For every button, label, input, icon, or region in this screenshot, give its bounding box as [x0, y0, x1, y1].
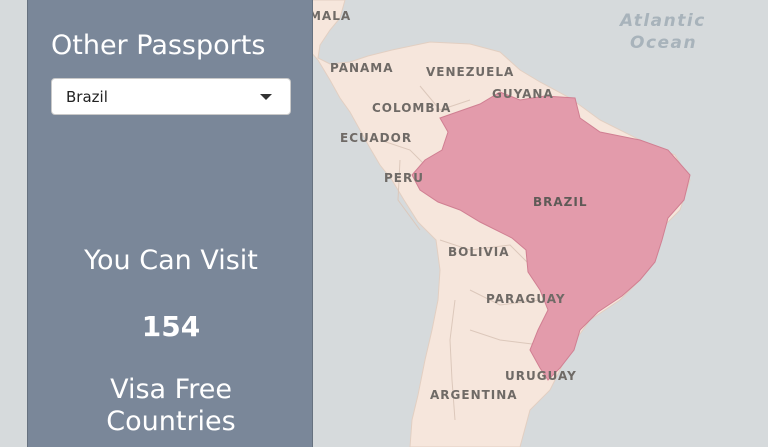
map-label-bolivia: BOLIVIA [448, 245, 510, 259]
visit-footer: Visa Free Countries [28, 374, 314, 438]
visit-count: 154 [141, 310, 201, 343]
visit-heading: You Can Visit [84, 245, 258, 276]
panel-title: Other Passports [51, 30, 266, 61]
map-label-paraguay: PARAGUAY [486, 292, 566, 306]
brazil-highlight[interactable] [411, 91, 691, 381]
map-label-colombia: COLOMBIA [372, 101, 451, 115]
passport-select-value: Brazil [66, 88, 108, 106]
map-label-ocean: Ocean [630, 33, 697, 53]
map-label-brazil: BRAZIL [533, 195, 588, 209]
map-label-peru: PERU [384, 171, 424, 185]
passport-panel: Other Passports Brazil You Can Visit 154… [27, 0, 313, 447]
visit-footer-line1: Visa Free [110, 374, 232, 405]
passport-select[interactable]: Brazil [51, 78, 291, 115]
visit-footer-line2: Countries [106, 406, 236, 437]
map-label-guyana: GUYANA [492, 87, 554, 101]
chevron-down-icon [260, 94, 272, 100]
map-label-atlantic: Atlantic [618, 11, 706, 31]
map-label-uruguay: URUGUAY [505, 369, 577, 383]
map-label-ecuador: ECUADOR [340, 131, 412, 145]
map-label-argentina: ARGENTINA [430, 388, 518, 402]
map-label-panama: PANAMA [330, 61, 394, 75]
map-label-venezuela: VENEZUELA [426, 65, 514, 79]
